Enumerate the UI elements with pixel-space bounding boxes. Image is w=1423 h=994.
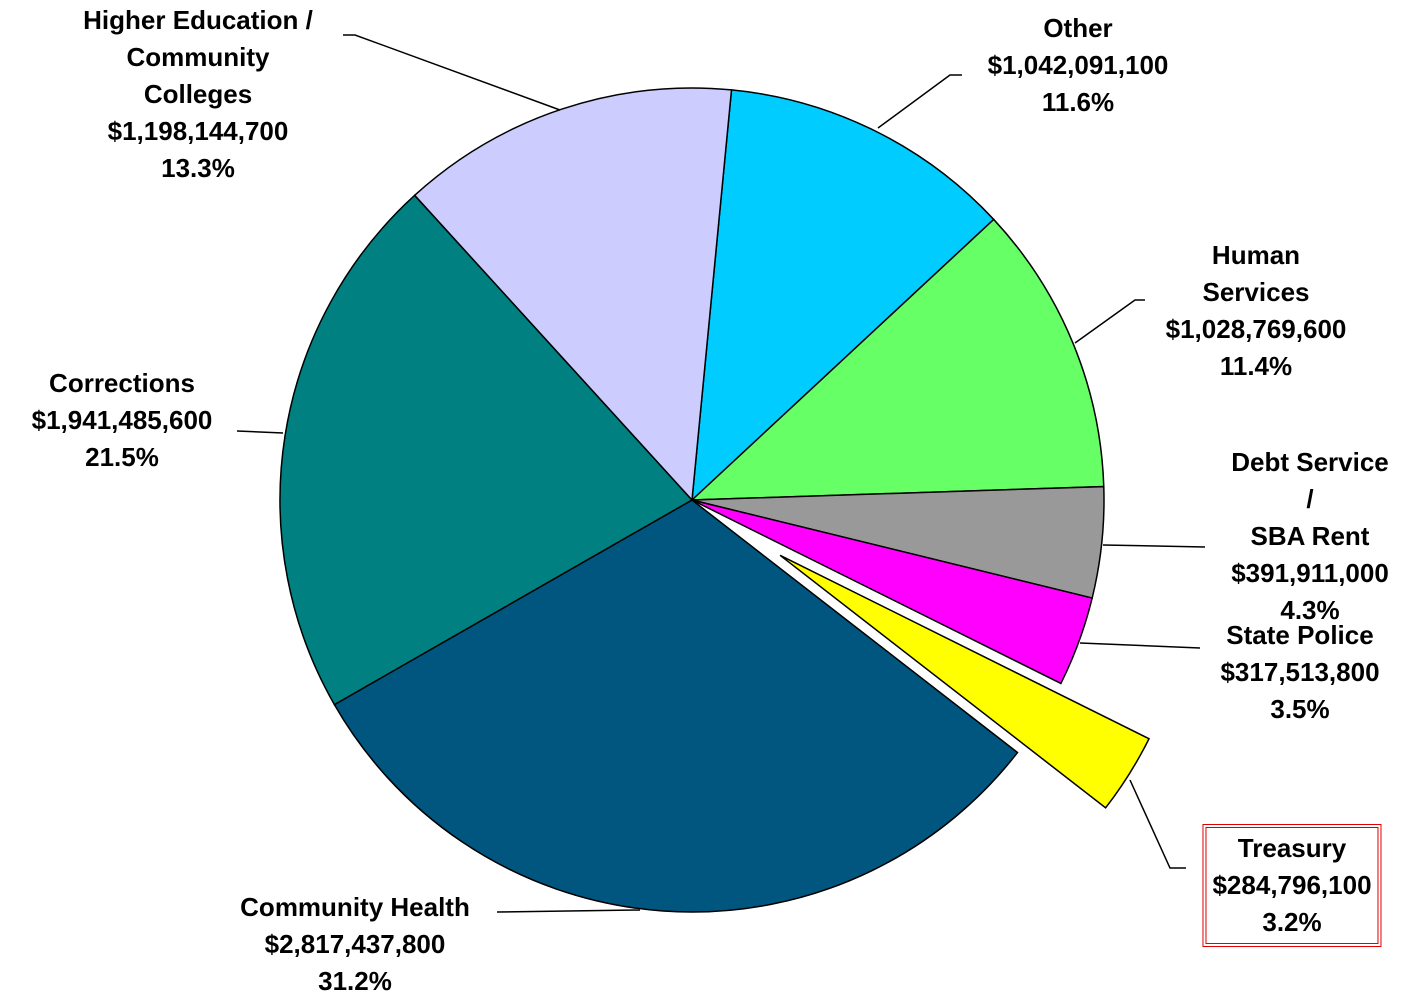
pie-slice — [691, 89, 995, 502]
category-name: Treasury — [1237, 833, 1347, 863]
category-name: Other — [1043, 13, 1113, 43]
percent-label: 31.2% — [318, 966, 392, 994]
percent-label: 21.5% — [85, 442, 159, 472]
leader-line — [877, 74, 962, 129]
slice-label: Higher Education / Community Colleges $1,… — [83, 2, 313, 187]
category-name: Community Health — [240, 892, 470, 922]
value-label: $317,513,800 — [1220, 657, 1380, 687]
slice-label: State Police $317,513,800 3.5% — [1220, 617, 1379, 728]
percent-label: 3.2% — [1262, 907, 1322, 937]
pie-slice — [413, 87, 733, 502]
value-label: $391,911,000 — [1231, 558, 1389, 588]
value-label: $2,817,437,800 — [264, 929, 446, 959]
leader-line — [1074, 299, 1145, 344]
percent-label: 13.3% — [161, 153, 235, 183]
leader-line — [1102, 544, 1206, 548]
slice-label: Community Health $2,817,437,800 31.2% — [240, 889, 470, 994]
percent-label: 11.6% — [1041, 87, 1115, 117]
slice-label: Treasury $284,796,100 3.2% — [1202, 824, 1382, 947]
leader-line — [1129, 779, 1186, 869]
category-name: Human Services — [1202, 240, 1310, 307]
percent-label: 11.4% — [1219, 351, 1293, 381]
percent-label: 3.5% — [1270, 694, 1330, 724]
value-label: $1,042,091,100 — [987, 50, 1169, 80]
slice-label: Corrections $1,941,485,600 21.5% — [32, 365, 213, 476]
category-name: Corrections — [49, 368, 195, 398]
percent-label: 4.3% — [1280, 595, 1340, 625]
leader-line — [236, 430, 284, 434]
pie-slice — [279, 194, 694, 706]
value-label: $1,028,769,600 — [1165, 314, 1347, 344]
slice-label: Debt Service / SBA Rent $391,911,000 4.3% — [1231, 444, 1389, 629]
pie-slice — [333, 499, 1019, 913]
category-name: Debt Service / SBA Rent — [1231, 447, 1389, 551]
category-name: Higher Education / Community Colleges — [83, 5, 313, 109]
pie-slice — [779, 554, 1150, 809]
value-label: $284,796,100 — [1212, 870, 1372, 900]
value-label: $1,198,144,700 — [107, 116, 289, 146]
leader-line — [343, 34, 561, 111]
leader-line — [1079, 642, 1201, 649]
leader-line — [496, 909, 641, 913]
pie-slice — [690, 218, 1105, 501]
slice-label: Human Services $1,028,769,600 11.4% — [1166, 237, 1347, 385]
pie-slice — [691, 499, 1094, 685]
slice-label: Other $1,042,091,100 11.6% — [988, 10, 1169, 121]
category-name: State Police — [1226, 620, 1374, 650]
value-label: $1,941,485,600 — [31, 405, 213, 435]
